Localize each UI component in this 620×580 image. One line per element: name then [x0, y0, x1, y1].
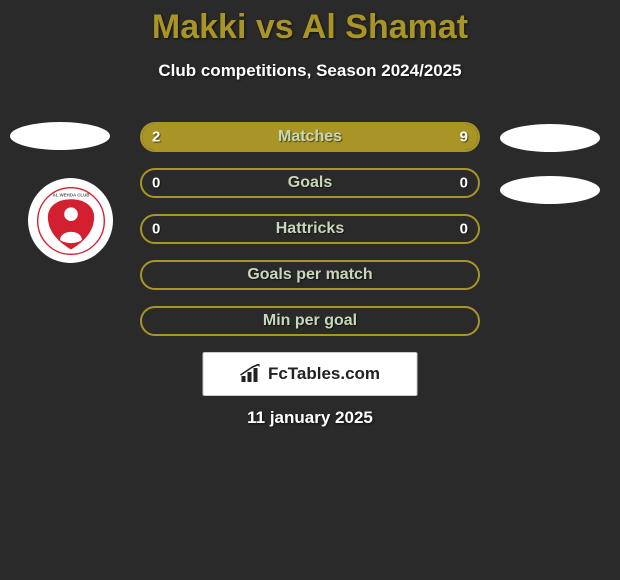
stat-row: Min per goal — [140, 306, 480, 336]
stat-row: 2 9 Matches — [140, 122, 480, 152]
stat-left-value: 0 — [152, 175, 160, 192]
left-team-crest: AL WEHDA CLUB 1945 — [28, 178, 113, 263]
crest-year: 1945 — [64, 234, 76, 240]
left-team-badge-placeholder — [10, 122, 110, 150]
brand-badge: FcTables.com — [203, 352, 418, 396]
stat-label: Goals — [288, 174, 332, 192]
stat-label: Min per goal — [263, 312, 357, 330]
stat-left-value: 0 — [152, 221, 160, 238]
stat-row: 0 0 Goals — [140, 168, 480, 198]
stat-right-value: 9 — [460, 129, 468, 146]
stat-left-value: 2 — [152, 129, 160, 146]
stat-row: 0 0 Hattricks — [140, 214, 480, 244]
crest-top-text: AL WEHDA CLUB — [52, 192, 89, 197]
shield-icon: AL WEHDA CLUB 1945 — [37, 187, 105, 255]
bar-chart-icon — [240, 364, 264, 384]
page-title: Makki vs Al Shamat — [0, 0, 620, 47]
right-team-badge-placeholder-2 — [500, 176, 600, 204]
stat-label: Hattricks — [276, 220, 344, 238]
stat-label: Goals per match — [247, 266, 372, 284]
date-text: 11 january 2025 — [0, 408, 620, 428]
stat-right-value: 0 — [460, 221, 468, 238]
stat-label: Matches — [278, 128, 342, 146]
brand-text: FcTables.com — [268, 364, 380, 384]
stat-right-value: 0 — [460, 175, 468, 192]
right-team-badge-placeholder-1 — [500, 124, 600, 152]
stats-container: 2 9 Matches 0 0 Goals 0 0 Hattricks Goals per mat… — [140, 122, 480, 352]
subtitle: Club competitions, Season 2024/2025 — [0, 61, 620, 81]
stat-row: Goals per match — [140, 260, 480, 290]
